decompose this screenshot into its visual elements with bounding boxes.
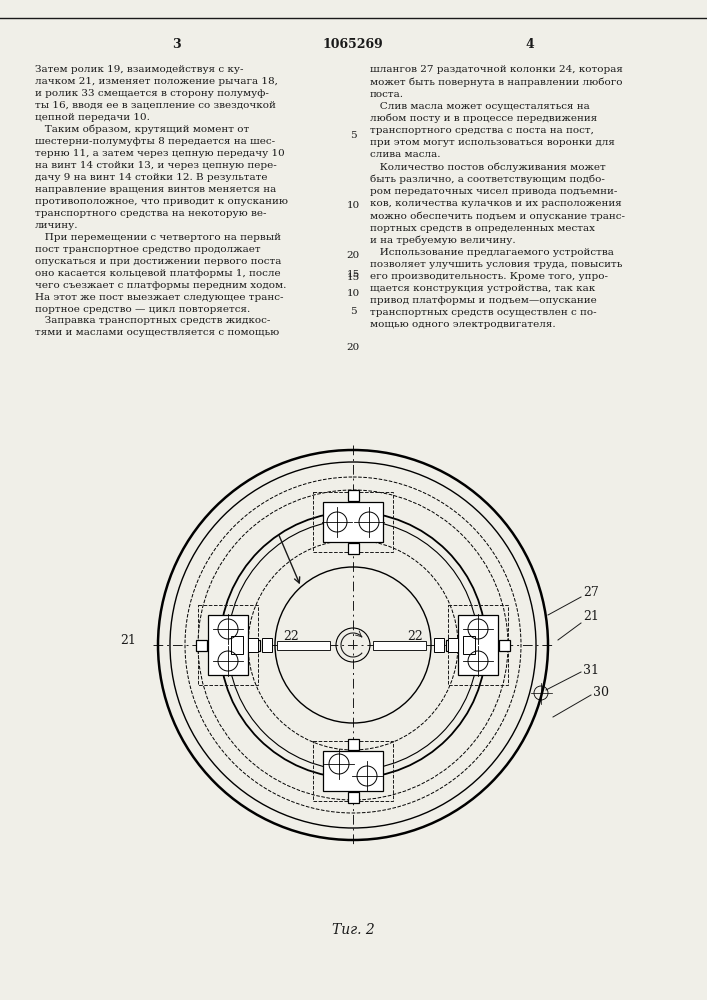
Bar xyxy=(348,792,358,803)
Bar xyxy=(446,640,457,650)
Text: 20: 20 xyxy=(346,344,360,353)
Bar xyxy=(463,636,475,654)
Text: 30: 30 xyxy=(593,686,609,700)
Bar xyxy=(348,739,358,750)
Bar xyxy=(458,615,498,675)
Text: 4: 4 xyxy=(525,38,534,51)
Bar xyxy=(434,638,444,652)
Text: 22: 22 xyxy=(283,631,299,644)
Text: шлангов 27 раздаточной колонки 24, которая
может быть повернута в направлении лю: шлангов 27 раздаточной колонки 24, котор… xyxy=(370,65,625,329)
Bar xyxy=(373,641,426,650)
Bar xyxy=(348,543,358,554)
Text: 5: 5 xyxy=(350,307,356,316)
Bar xyxy=(313,741,393,801)
Text: 31: 31 xyxy=(583,664,599,676)
Text: 22: 22 xyxy=(407,631,423,644)
Bar xyxy=(248,638,258,652)
Text: 21: 21 xyxy=(583,610,599,624)
Bar xyxy=(448,638,458,652)
Bar xyxy=(208,615,248,675)
Bar xyxy=(262,638,272,652)
Text: 15: 15 xyxy=(346,272,360,282)
Text: 15: 15 xyxy=(346,270,360,279)
Bar xyxy=(323,502,383,542)
Bar xyxy=(448,605,508,685)
Text: 10: 10 xyxy=(346,202,360,211)
Text: Τиг. 2: Τиг. 2 xyxy=(332,923,375,937)
Bar xyxy=(313,492,393,552)
Text: 3: 3 xyxy=(172,38,180,51)
Bar xyxy=(198,605,258,685)
Text: 10: 10 xyxy=(346,289,360,298)
Text: 20: 20 xyxy=(346,251,360,260)
Text: Затем ролик 19, взаимодействуя с ку-
лачком 21, изменяет положение рычага 18,
и : Затем ролик 19, взаимодействуя с ку- лач… xyxy=(35,65,288,337)
Bar xyxy=(348,490,358,501)
Text: 1065269: 1065269 xyxy=(322,38,383,51)
Text: 21: 21 xyxy=(120,634,136,647)
Bar xyxy=(323,751,383,791)
Bar xyxy=(249,640,260,650)
Bar xyxy=(499,640,510,650)
Bar xyxy=(231,636,243,654)
Bar xyxy=(196,640,207,650)
Text: 27: 27 xyxy=(583,586,599,599)
Bar xyxy=(277,641,330,650)
Text: 5: 5 xyxy=(350,130,356,139)
